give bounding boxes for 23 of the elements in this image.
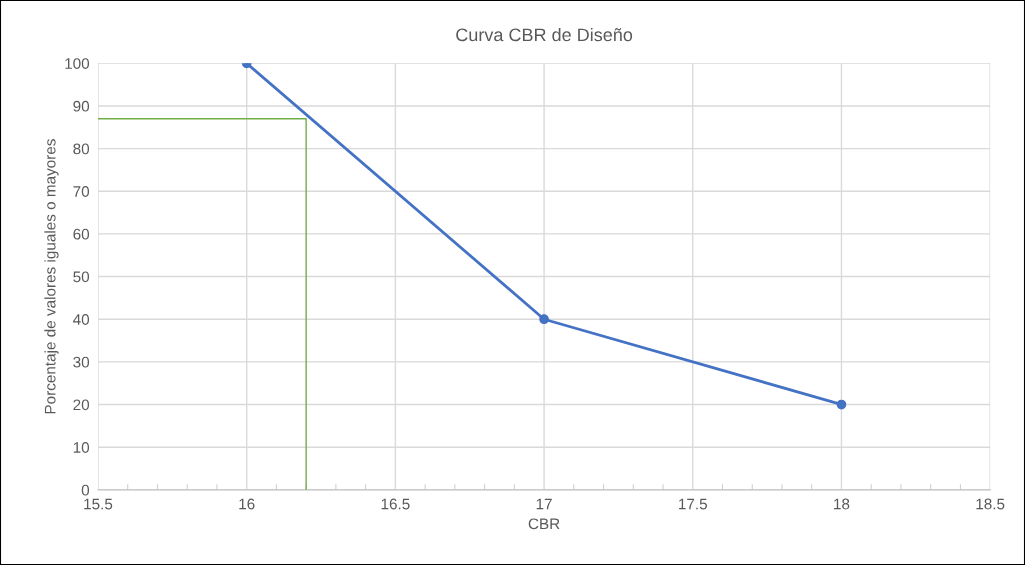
- y-tick-label: 40: [73, 314, 90, 325]
- y-tick-label: 90: [73, 100, 90, 112]
- x-axis-title: CBR: [528, 518, 560, 530]
- x-tick-label: 18.5: [976, 498, 1005, 510]
- x-tick-label: 17: [536, 498, 552, 510]
- x-tick-label: 16: [239, 498, 255, 510]
- y-tick-label: 0: [81, 484, 90, 496]
- y-tick-label: 10: [73, 442, 90, 453]
- y-tick-label: 60: [73, 228, 90, 240]
- x-tick-label: 18: [834, 498, 850, 510]
- point: [539, 314, 549, 325]
- y-tick-label: 100: [65, 58, 90, 69]
- point: [836, 399, 847, 410]
- y-tick-label: 50: [73, 271, 90, 283]
- y-tick-label: 80: [73, 143, 90, 155]
- chart-title: Curva CBR de Diseño: [456, 27, 633, 42]
- x-tick-label: 17.5: [679, 498, 707, 510]
- y-tick-label: 30: [73, 356, 90, 368]
- y-tick-label: 70: [73, 186, 90, 197]
- y-axis-title: Porcentaje de valores iguales o mayores: [44, 139, 59, 414]
- y-tick-label: 20: [73, 399, 90, 411]
- x-tick-label: 16.5: [381, 498, 410, 510]
- x-tick-label: 15.5: [84, 498, 113, 510]
